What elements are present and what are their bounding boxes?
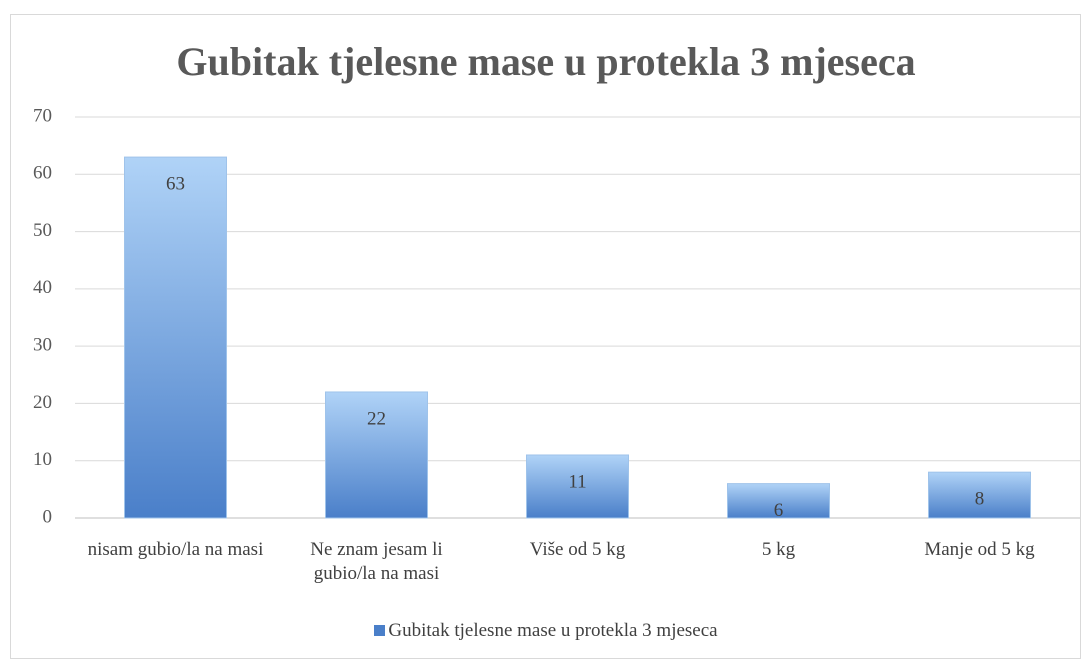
y-tick-label: 50 bbox=[33, 220, 52, 241]
bar bbox=[124, 156, 227, 519]
legend: Gubitak tjelesne mase u protekla 3 mjese… bbox=[0, 620, 1092, 642]
y-tick-label: 40 bbox=[33, 277, 52, 298]
bar bbox=[526, 454, 629, 519]
x-tick-label: Manje od 5 kg bbox=[924, 539, 1035, 560]
data-label: 11 bbox=[568, 471, 586, 492]
x-tick-label: nisam gubio/la na masi bbox=[87, 539, 264, 560]
data-label: 63 bbox=[166, 173, 185, 194]
bar bbox=[325, 391, 428, 519]
bar bbox=[727, 483, 830, 519]
x-tick-label: Više od 5 kg bbox=[529, 539, 626, 560]
legend-swatch bbox=[374, 625, 386, 636]
x-tick-label: 5 kg bbox=[761, 539, 796, 560]
x-tick-label: Ne znam jesam li gubio/la na masi bbox=[310, 539, 443, 584]
y-tick-label: 60 bbox=[33, 163, 52, 184]
y-tick-label: 70 bbox=[33, 105, 52, 126]
legend-label: Gubitak tjelesne mase u protekla 3 mjese… bbox=[388, 620, 718, 641]
data-label: 22 bbox=[367, 408, 386, 429]
data-label: 8 bbox=[975, 489, 985, 510]
y-tick-label: 10 bbox=[33, 449, 52, 470]
y-tick-label: 0 bbox=[43, 506, 53, 527]
bar bbox=[928, 471, 1031, 519]
data-label: 6 bbox=[774, 500, 784, 521]
chart-title: Gubitak tjelesne mase u protekla 3 mjese… bbox=[176, 39, 915, 84]
y-tick-label: 30 bbox=[33, 335, 52, 356]
y-tick-label: 20 bbox=[33, 392, 52, 413]
